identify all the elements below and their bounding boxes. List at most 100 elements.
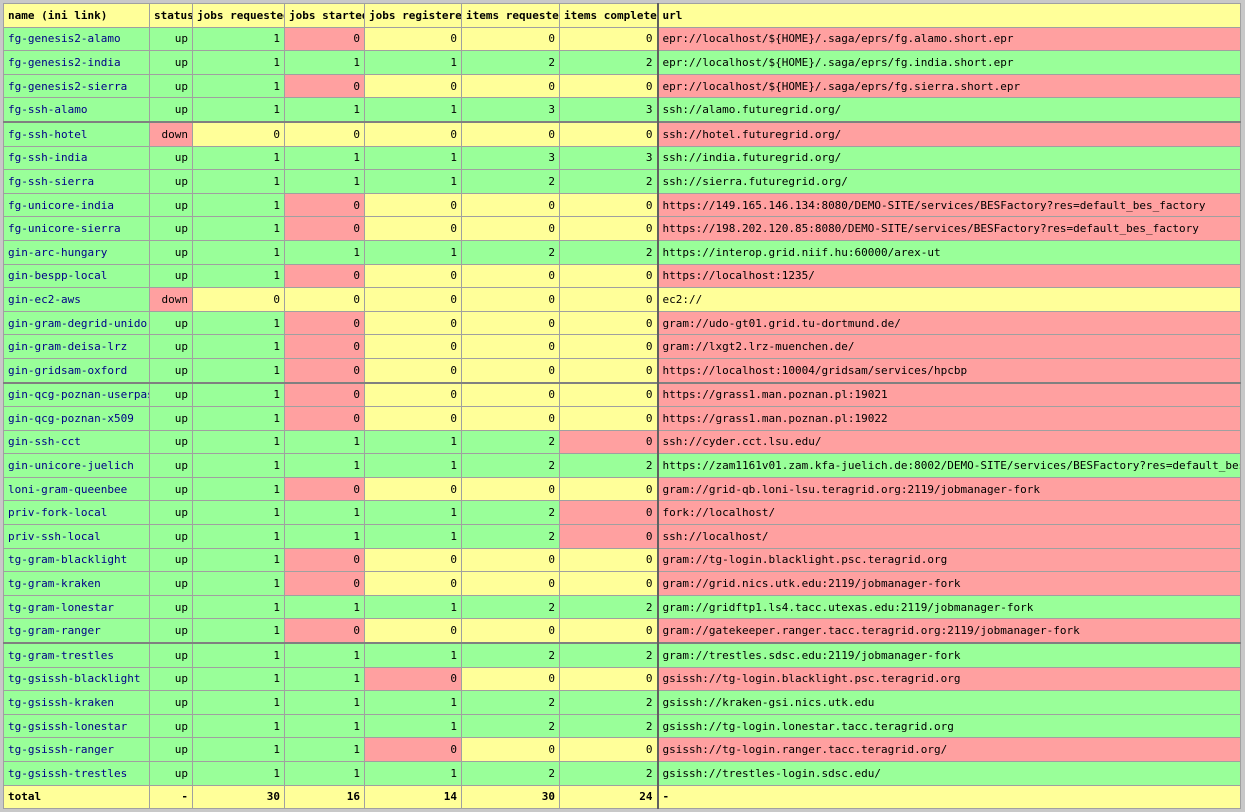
- ini-link[interactable]: tg-gram-blacklight: [8, 553, 128, 567]
- items-requested-cell: 2: [461, 761, 560, 786]
- ini-link[interactable]: fg-ssh-alamo: [8, 103, 88, 117]
- jobs-started-cell: 1: [284, 453, 365, 478]
- status-cell: up: [149, 381, 193, 408]
- status-cell: up: [149, 50, 193, 75]
- ini-link[interactable]: gin-ssh-cct: [8, 435, 81, 449]
- items-completed-cell: 0: [559, 500, 658, 526]
- ini-link[interactable]: tg-gsissh-ranger: [8, 743, 114, 757]
- ini-link[interactable]: gin-gram-deisa-lrz: [8, 340, 128, 354]
- status-cell: up: [149, 500, 193, 526]
- ini-link[interactable]: gin-bespp-local: [8, 269, 108, 283]
- items-completed-cell: 2: [559, 690, 658, 715]
- url-cell: epr://localhost/${HOME}/.saga/eprs/fg.si…: [656, 73, 1241, 99]
- header-status: status: [149, 3, 193, 28]
- items-requested-cell: 0: [461, 263, 560, 289]
- table-row: fg-unicore-india up 1 0 0 0 0 https://149.165.1…: [3, 192, 1241, 218]
- url-cell: gram://gridftp1.ls4.tacc.utexas.edu:2119…: [656, 594, 1241, 620]
- name-cell: fg-unicore-india: [3, 192, 150, 218]
- items-completed-cell: 0: [559, 666, 658, 692]
- ini-link[interactable]: fg-unicore-sierra: [8, 222, 121, 236]
- ini-link[interactable]: gin-gram-degrid-unido: [8, 316, 148, 330]
- ini-link[interactable]: gin-unicore-juelich: [8, 459, 134, 473]
- ini-link[interactable]: tg-gsissh-blacklight: [8, 672, 141, 686]
- ini-link[interactable]: fg-genesis2-india: [8, 55, 121, 69]
- jobs-started-cell: 1: [284, 666, 365, 692]
- items-completed-cell: 0: [559, 120, 658, 147]
- jobs-requested-cell: 1: [192, 666, 285, 692]
- jobs-started-cell: 1: [284, 642, 365, 668]
- ini-link[interactable]: tg-gram-ranger: [8, 624, 101, 638]
- status-cell: down: [149, 287, 193, 312]
- ini-link[interactable]: fg-genesis2-sierra: [8, 79, 128, 93]
- ini-link[interactable]: tg-gram-lonestar: [8, 600, 114, 614]
- header-url: url: [656, 3, 1241, 28]
- jobs-started-cell: 1: [284, 713, 365, 739]
- items-completed-cell: 2: [559, 453, 658, 478]
- total-items-completed: 24: [559, 784, 658, 810]
- items-requested-cell: 0: [461, 73, 560, 99]
- status-cell: up: [149, 26, 193, 52]
- jobs-registered-cell: 0: [364, 737, 462, 762]
- items-completed-cell: 0: [559, 406, 658, 431]
- name-cell: tg-gsissh-lonestar: [3, 713, 150, 739]
- table-row: tg-gsissh-ranger up 1 1 0 0 0 gsissh://tg-login…: [3, 737, 1241, 762]
- jobs-requested-cell: 0: [192, 120, 285, 147]
- jobs-registered-cell: 0: [364, 26, 462, 52]
- ini-link[interactable]: tg-gsissh-lonestar: [8, 719, 128, 733]
- ini-link[interactable]: gin-qcg-poznan-userpass: [8, 388, 150, 402]
- items-completed-cell: 0: [559, 618, 658, 644]
- ini-link[interactable]: priv-fork-local: [8, 506, 108, 520]
- name-cell: tg-gram-lonestar: [3, 594, 150, 620]
- ini-link[interactable]: gin-gridsam-oxford: [8, 363, 128, 377]
- ini-link[interactable]: tg-gram-kraken: [8, 577, 101, 591]
- table-body: fg-genesis2-alamo up 1 0 0 0 0 epr://localhost/…: [3, 26, 1241, 786]
- ini-link[interactable]: tg-gsissh-kraken: [8, 696, 114, 710]
- name-cell: gin-qcg-poznan-x509: [3, 406, 150, 431]
- items-requested-cell: 2: [461, 524, 560, 549]
- table-row: gin-gram-degrid-unido up 1 0 0 0 0 gram://udo-g…: [3, 310, 1241, 336]
- url-cell: fork://localhost/: [656, 500, 1241, 526]
- ini-link[interactable]: fg-ssh-india: [8, 151, 88, 165]
- ini-link[interactable]: fg-ssh-sierra: [8, 174, 95, 188]
- table-row: gin-qcg-poznan-userpass up 1 0 0 0 0 https://gr…: [3, 381, 1241, 408]
- ini-link[interactable]: gin-arc-hungary: [8, 245, 108, 259]
- url-cell: gram://udo-gt01.grid.tu-dortmund.de/: [656, 310, 1241, 336]
- ini-link[interactable]: gin-qcg-poznan-x509: [8, 411, 134, 425]
- jobs-registered-cell: 1: [364, 429, 462, 455]
- name-cell: gin-gridsam-oxford: [3, 357, 150, 384]
- ini-link[interactable]: tg-gsissh-trestles: [8, 766, 128, 780]
- url-cell: ssh://hotel.futuregrid.org/: [656, 120, 1241, 147]
- items-requested-cell: 2: [461, 690, 560, 715]
- table-row: priv-ssh-local up 1 1 1 2 0 ssh://localhost/: [3, 524, 1241, 549]
- table-row: fg-ssh-india up 1 1 1 3 3 ssh://india.futuregri…: [3, 145, 1241, 171]
- status-cell: up: [149, 453, 193, 478]
- jobs-started-cell: 1: [284, 97, 365, 123]
- name-cell: gin-gram-degrid-unido: [3, 310, 150, 336]
- ini-link[interactable]: fg-genesis2-alamo: [8, 32, 121, 46]
- table-row: fg-ssh-alamo up 1 1 1 3 3 ssh://alamo.futuregri…: [3, 97, 1241, 123]
- name-cell: gin-ec2-aws: [3, 287, 150, 312]
- ini-link[interactable]: tg-gram-trestles: [8, 648, 114, 662]
- items-requested-cell: 2: [461, 500, 560, 526]
- table-row: tg-gram-lonestar up 1 1 1 2 2 gram://gridftp1.l…: [3, 594, 1241, 620]
- jobs-requested-cell: 1: [192, 761, 285, 786]
- table-row: fg-genesis2-sierra up 1 0 0 0 0 epr://localhost…: [3, 73, 1241, 99]
- status-cell: up: [149, 642, 193, 668]
- jobs-registered-cell: 1: [364, 500, 462, 526]
- ini-link[interactable]: loni-gram-queenbee: [8, 482, 128, 496]
- url-cell: gram://grid.nics.utk.edu:2119/jobmanager…: [656, 571, 1241, 596]
- total-row: total - 30 16 14 30 24 -: [3, 784, 1241, 810]
- jobs-requested-cell: 1: [192, 169, 285, 194]
- name-cell: fg-ssh-sierra: [3, 169, 150, 194]
- header-jobs-registered: jobs registered: [364, 3, 462, 28]
- ini-link[interactable]: fg-ssh-hotel: [8, 127, 88, 141]
- name-cell: priv-fork-local: [3, 500, 150, 526]
- jobs-requested-cell: 1: [192, 216, 285, 241]
- name-cell: tg-gsissh-kraken: [3, 690, 150, 715]
- status-cell: up: [149, 310, 193, 336]
- name-cell: tg-gram-kraken: [3, 571, 150, 596]
- items-completed-cell: 2: [559, 50, 658, 75]
- ini-link[interactable]: fg-unicore-india: [8, 198, 114, 212]
- ini-link[interactable]: gin-ec2-aws: [8, 292, 81, 306]
- ini-link[interactable]: priv-ssh-local: [8, 529, 101, 543]
